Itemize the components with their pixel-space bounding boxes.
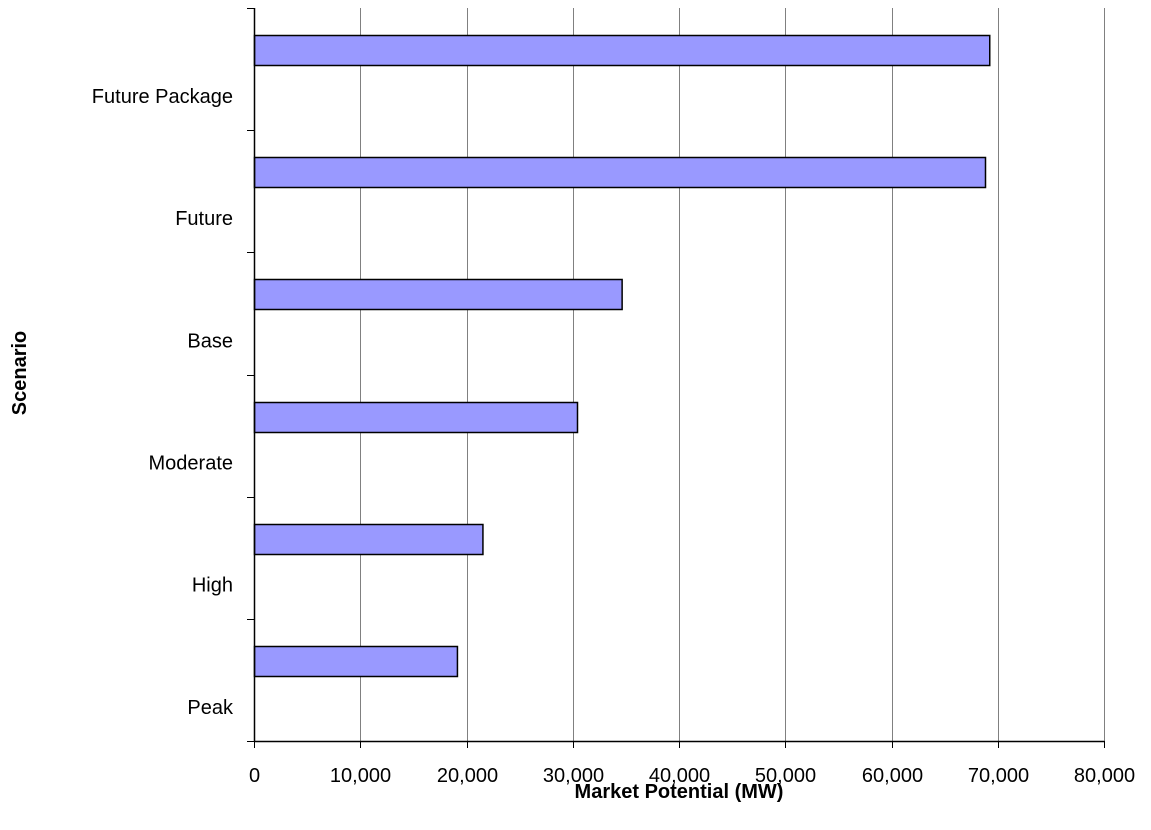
bar-future-package — [253, 34, 991, 67]
x-tick-label: 70,000 — [968, 765, 1029, 787]
x-axis-title: Market Potential (MW) — [575, 781, 784, 803]
x-tick-label: 0 — [249, 765, 260, 787]
x-tick-label: 20,000 — [437, 765, 498, 787]
y-tick-label: Moderate — [149, 452, 234, 474]
y-tick-label: Future Package — [92, 86, 233, 108]
y-tick-labels: Future Package Future Base Moderate High Peak — [92, 86, 234, 719]
bar-base — [253, 278, 623, 311]
x-tick-label: 60,000 — [862, 765, 923, 787]
axes — [247, 8, 1105, 748]
y-axis-title: Scenario — [9, 331, 31, 415]
y-tick-label: Base — [187, 330, 233, 352]
bars — [253, 34, 991, 678]
x-tick-label: 40,000 — [649, 765, 710, 787]
y-tick-label: High — [192, 575, 233, 597]
bar-future — [253, 156, 987, 189]
y-tick-label: Peak — [187, 697, 234, 719]
x-tick-label: 80,000 — [1074, 765, 1135, 787]
bar-moderate — [253, 401, 579, 434]
x-tick-label: 30,000 — [543, 765, 604, 787]
bar-high — [253, 523, 484, 556]
y-tick-label: Future — [175, 208, 233, 230]
bar-peak — [253, 645, 459, 678]
grid-lines — [360, 8, 1105, 741]
x-tick-label: 10,000 — [330, 765, 391, 787]
x-tick-labels: 0 10,000 20,000 30,000 40,000 50,000 60,000 70,… — [249, 765, 1135, 787]
x-tick-label: 50,000 — [755, 765, 816, 787]
